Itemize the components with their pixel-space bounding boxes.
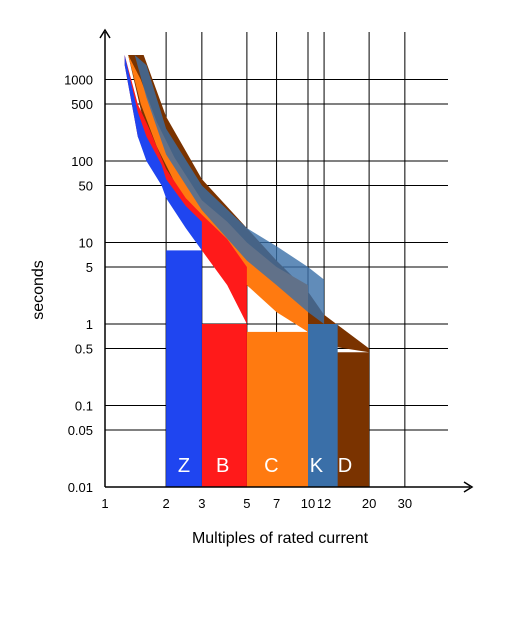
y-axis-title: seconds (30, 260, 47, 320)
x-axis-arrow (463, 481, 474, 493)
tick-labels: 1 2 3 5 7 10 12 20 300.010.050.10.51510501005001… (64, 73, 412, 512)
band-d (128, 54, 370, 353)
thermal-bands (124, 54, 370, 353)
y-tick-label: 0.1 (75, 399, 93, 414)
y-tick-label: 1 (86, 317, 93, 332)
x-tick-label: 10 (301, 496, 315, 511)
y-axis-arrow (99, 28, 111, 39)
trip-zone-k (308, 324, 338, 487)
x-tick-label: 20 (362, 496, 376, 511)
x-tick-label: 12 (317, 496, 331, 511)
band-b (124, 54, 247, 324)
y-tick-label: 100 (71, 154, 93, 169)
y-tick-label: 0.5 (75, 342, 93, 357)
x-axis-title: Multiples of rated current (192, 530, 369, 547)
y-tick-label: 50 (79, 179, 93, 194)
band-k (134, 54, 325, 324)
y-tick-label: 1000 (64, 73, 93, 88)
axes (99, 28, 474, 493)
zone-label-k: K (310, 455, 324, 477)
x-tick-label: 3 (198, 496, 205, 511)
y-tick-label: 0.01 (68, 480, 93, 495)
trip-zone-c (246, 331, 308, 487)
x-tick-label: 7 (273, 496, 280, 511)
zone-label-z: Z (178, 455, 190, 477)
y-tick-label: 5 (86, 260, 93, 275)
trip-zone-b (201, 324, 247, 487)
x-tick-label: 2 (162, 496, 169, 511)
zone-label-d: D (338, 455, 352, 477)
y-tick-label: 10 (79, 236, 93, 251)
zone-label-b: B (216, 455, 229, 477)
trip-zone-z (166, 250, 202, 487)
x-tick-label: 5 (243, 496, 250, 511)
y-tick-label: 500 (71, 97, 93, 112)
band-z (124, 54, 202, 251)
zone-label-c: C (264, 455, 278, 477)
magnetic-trip-zones (166, 250, 370, 487)
x-tick-label: 1 (101, 496, 108, 511)
y-tick-label: 0.05 (68, 423, 93, 438)
x-tick-label: 30 (398, 496, 412, 511)
